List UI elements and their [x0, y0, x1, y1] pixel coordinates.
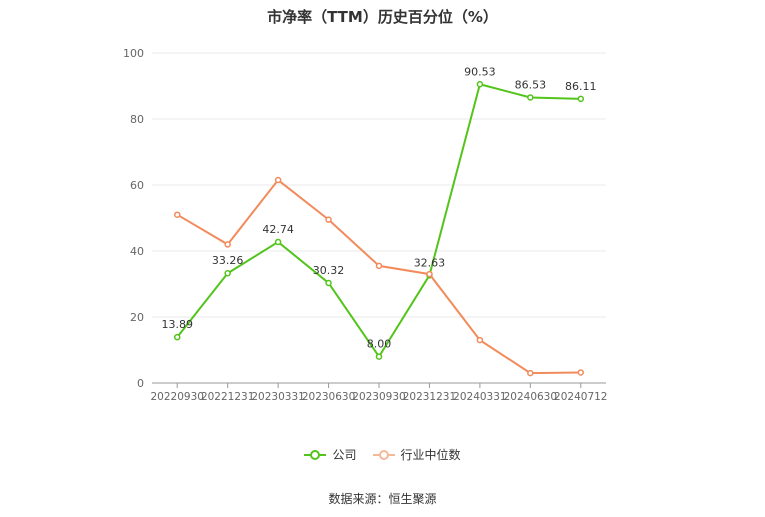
legend-item-industry-median[interactable]: 行业中位数 [372, 446, 461, 463]
data-label: 42.74 [262, 223, 294, 236]
y-tick-label: 20 [130, 311, 144, 324]
y-tick-label: 100 [123, 47, 144, 60]
x-tick-label: 20221231 [201, 391, 254, 403]
data-labels: 13.89 33.26 42.74 30.32 8.00 32.63 90.53 86.53 8… [161, 65, 596, 350]
x-tick-label: 20230930 [352, 391, 405, 403]
legend-label-industry-median: 行业中位数 [400, 448, 461, 462]
data-point [476, 81, 484, 88]
data-point [527, 94, 534, 101]
axes: 0204060801002022093020221231202303312023… [123, 47, 608, 403]
y-tick-label: 60 [130, 179, 144, 192]
x-tick-label: 20240331 [453, 391, 506, 403]
data-label: 86.11 [565, 80, 597, 93]
data-point [426, 270, 433, 278]
data-source: 数据来源：恒生聚源 [328, 492, 437, 506]
data-point [274, 238, 282, 246]
y-tick-label: 40 [130, 245, 144, 258]
data-point [375, 353, 383, 360]
data-label: 30.32 [313, 264, 345, 277]
data-point [325, 279, 332, 287]
data-label: 32.63 [414, 256, 446, 269]
data-point [527, 369, 534, 377]
y-tick-label: 80 [130, 113, 144, 126]
x-tick-label: 20220930 [150, 391, 203, 403]
legend-line-marker-icon [372, 449, 395, 460]
series-lines [173, 81, 585, 377]
data-point [577, 369, 585, 376]
x-tick-label: 20230630 [302, 391, 355, 403]
data-label: 90.53 [464, 65, 496, 78]
data-point [325, 216, 332, 223]
data-point [476, 336, 484, 344]
x-tick-label: 20230331 [251, 391, 304, 403]
x-tick-label: 20240712 [554, 391, 607, 403]
data-point [224, 241, 231, 248]
chart-title: 市净率（TTM）历史百分位（%） [267, 8, 498, 26]
legend-item-company[interactable]: 公司 [304, 446, 357, 463]
grid-lines [152, 52, 606, 318]
data-label: 86.53 [515, 78, 547, 91]
legend-line-marker-icon [304, 449, 327, 460]
series-line-0 [176, 83, 581, 359]
data-point [274, 176, 282, 184]
x-tick-label: 20231231 [403, 391, 456, 403]
y-tick-label: 0 [137, 377, 144, 390]
legend: 公司 行业中位数 [0, 446, 765, 463]
legend-label-company: 公司 [332, 448, 357, 462]
data-point [173, 211, 181, 218]
data-point [375, 262, 383, 270]
data-point [577, 95, 585, 103]
data-label: 8.00 [367, 338, 392, 351]
data-label: 13.89 [161, 318, 193, 331]
x-tick-label: 20240630 [504, 391, 557, 403]
data-point [173, 333, 181, 341]
data-point [224, 269, 231, 277]
data-label: 33.26 [212, 254, 244, 267]
